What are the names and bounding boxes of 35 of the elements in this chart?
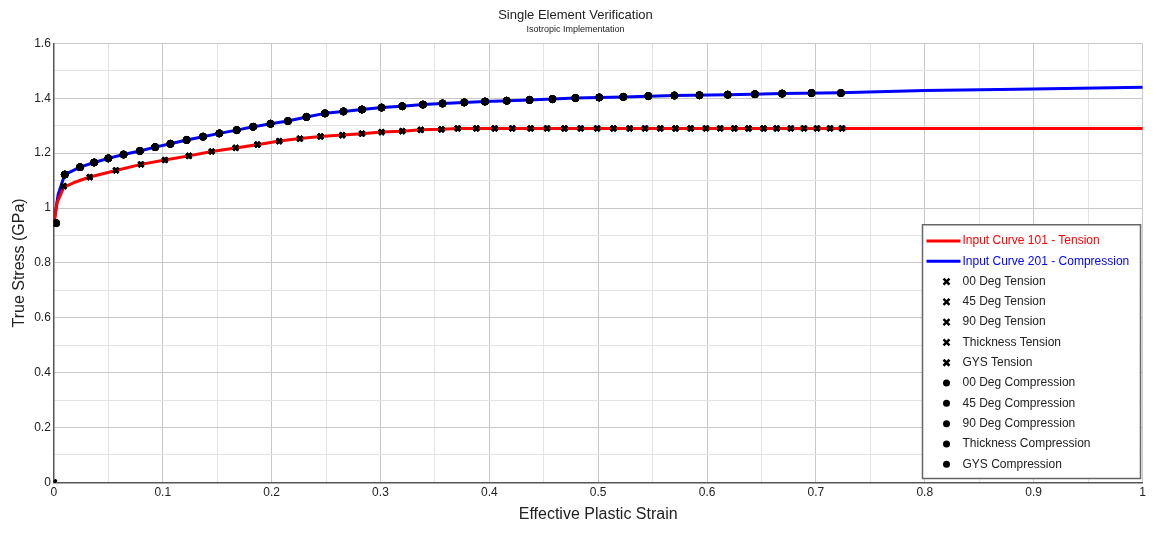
- chart-title: Single Element Verification: [498, 7, 653, 23]
- y-tick-label: 0.6: [34, 310, 52, 325]
- y-tick-label: 1.4: [34, 90, 52, 105]
- x-tick-label: 0.9: [1025, 484, 1043, 499]
- x-tick-label: 0.3: [372, 484, 390, 499]
- legend-label: 45 Deg Compression: [962, 395, 1076, 410]
- x-tick-label: 0.2: [263, 484, 281, 499]
- legend-label: GYS Compression: [962, 456, 1062, 471]
- legend-label: Thickness Compression: [962, 436, 1091, 451]
- chart-subtitle: Isotropic Implementation: [526, 24, 625, 35]
- x-tick-label: 1: [1139, 484, 1147, 499]
- legend-label: 00 Deg Compression: [962, 375, 1076, 390]
- legend-label: Input Curve 101 - Tension: [962, 233, 1100, 248]
- x-tick-label: 0.6: [698, 484, 716, 499]
- y-tick-label: 0.4: [34, 364, 52, 379]
- y-tick-label: 1: [44, 200, 52, 215]
- y-tick-label: 0: [44, 474, 52, 489]
- legend-label: GYS Tension: [962, 355, 1033, 370]
- y-tick-label: 1.2: [34, 145, 52, 160]
- x-tick-label: 0.4: [480, 484, 498, 499]
- y-tick-label: 1.6: [34, 35, 52, 50]
- y-axis-title: True Stress (GPa): [10, 198, 28, 328]
- legend-label: 00 Deg Tension: [962, 273, 1046, 288]
- y-tick-label: 0.2: [34, 419, 52, 434]
- x-tick-label: 0.5: [589, 484, 607, 499]
- legend-label: Thickness Tension: [962, 334, 1061, 349]
- x-tick-label: 0.1: [154, 484, 172, 499]
- legend-label: 90 Deg Compression: [962, 415, 1076, 430]
- y-tick-label: 0.8: [34, 255, 52, 270]
- legend-label: 90 Deg Tension: [962, 314, 1046, 329]
- legend-label: 45 Deg Tension: [962, 294, 1046, 309]
- x-tick-label: 0.8: [916, 484, 934, 499]
- x-tick-label: 0.7: [807, 484, 825, 499]
- x-axis-title: Effective Plastic Strain: [518, 504, 678, 522]
- legend-label: Input Curve 201 - Compression: [962, 253, 1130, 268]
